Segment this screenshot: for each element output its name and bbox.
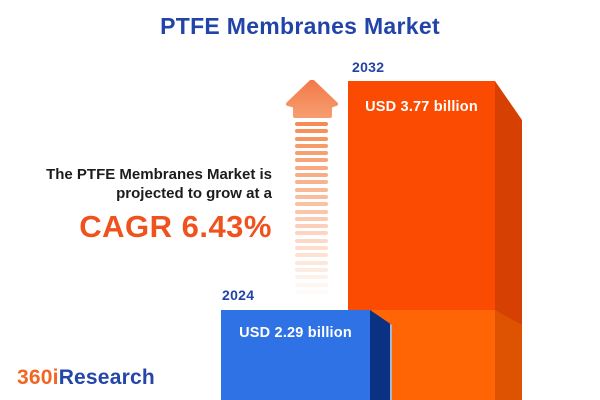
bar-2024-year-label: 2024: [222, 287, 255, 303]
bar-2024-value-label: USD 2.29 billion: [239, 325, 352, 341]
statement-line-1: The PTFE Membranes Market is: [46, 166, 272, 183]
bar-2024-side-face: [370, 310, 392, 400]
growth-arrow-dashes: [295, 122, 328, 300]
bar-2032-year-label: 2032: [352, 59, 385, 75]
cagr-value: CAGR 6.43%: [79, 209, 272, 244]
bar-2032-side-face: [495, 81, 522, 400]
bar-2032-front-upper: [348, 81, 495, 310]
page-title: PTFE Membranes Market: [160, 13, 440, 39]
growth-statement: The PTFE Membranes Market is projected t…: [12, 165, 272, 245]
growth-arrow-icon: [286, 80, 338, 118]
bar-2024-front: [221, 310, 370, 400]
logo-part-research: Research: [58, 366, 155, 389]
logo-part-360i: 360i: [17, 366, 59, 389]
logo-360iresearch: 360iResearch: [17, 366, 155, 390]
statement-line-2: projected to grow at a: [116, 185, 272, 202]
bar-2032-side-face-lower: [495, 310, 522, 400]
bar-2032-value-label: USD 3.77 billion: [365, 99, 478, 115]
